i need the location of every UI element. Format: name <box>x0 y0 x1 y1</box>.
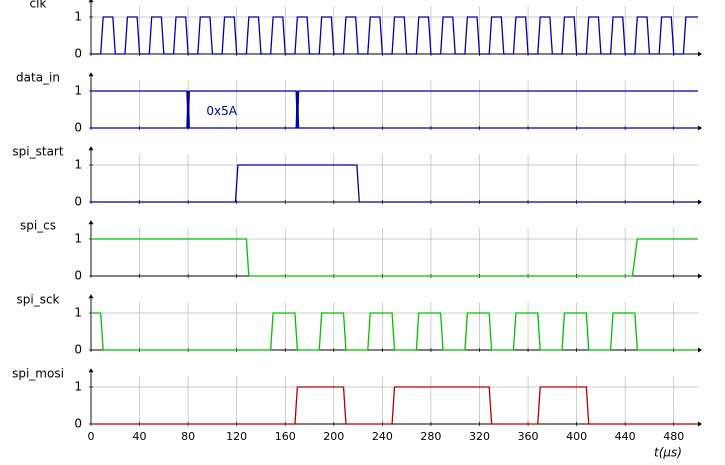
x-tick-label: 320 <box>469 430 490 443</box>
y-tick-label: 1 <box>74 380 82 394</box>
y-tick-label: 0 <box>74 195 82 209</box>
annotation: 0x5A <box>206 104 237 118</box>
x-tick-label: 120 <box>226 430 247 443</box>
x-axis-label: t(µs) <box>654 446 682 460</box>
y-tick-label: 1 <box>74 10 82 24</box>
signal-line <box>91 238 698 277</box>
y-tick-label: 0 <box>74 343 82 357</box>
signal-line <box>91 386 698 425</box>
y-tick-label: 1 <box>74 232 82 246</box>
y-tick-label: 0 <box>74 269 82 283</box>
x-tick-label: 480 <box>663 430 684 443</box>
y-axis-arrow <box>88 368 94 373</box>
y-axis-arrow <box>88 220 94 225</box>
x-tick-label: 440 <box>615 430 636 443</box>
x-axis-arrow <box>698 273 702 279</box>
signal-name: spi_sck <box>16 293 59 307</box>
y-axis-arrow <box>88 72 94 77</box>
x-axis-arrow <box>698 51 702 57</box>
signal-name: spi_start <box>12 145 63 159</box>
x-axis-arrow <box>698 199 702 205</box>
x-axis-arrow <box>698 421 702 427</box>
signal-name: spi_mosi <box>12 367 64 381</box>
signal-line <box>91 164 698 203</box>
y-tick-label: 1 <box>74 84 82 98</box>
signal-name: spi_cs <box>20 219 56 233</box>
y-axis-arrow <box>88 0 94 3</box>
x-tick-label: 240 <box>372 430 393 443</box>
signal-line <box>91 16 698 55</box>
x-tick-label: 200 <box>323 430 344 443</box>
y-tick-label: 1 <box>74 158 82 172</box>
x-tick-label: 40 <box>133 430 147 443</box>
x-tick-label: 280 <box>420 430 441 443</box>
y-axis-arrow <box>88 146 94 151</box>
signal-line <box>91 90 698 129</box>
signal-line <box>91 90 698 129</box>
x-axis-arrow <box>698 125 702 131</box>
y-axis-arrow <box>88 294 94 299</box>
x-tick-label: 400 <box>566 430 587 443</box>
x-tick-label: 360 <box>518 430 539 443</box>
x-tick-label: 0 <box>88 430 95 443</box>
x-tick-label: 160 <box>275 430 296 443</box>
y-tick-label: 0 <box>74 417 82 431</box>
signal-name: data_in <box>16 71 60 85</box>
x-axis-arrow <box>698 347 702 353</box>
y-tick-label: 1 <box>74 306 82 320</box>
y-tick-label: 0 <box>74 47 82 61</box>
signal-name: clk <box>30 0 47 11</box>
x-tick-label: 80 <box>181 430 195 443</box>
signal-line <box>91 312 698 351</box>
y-tick-label: 0 <box>74 121 82 135</box>
